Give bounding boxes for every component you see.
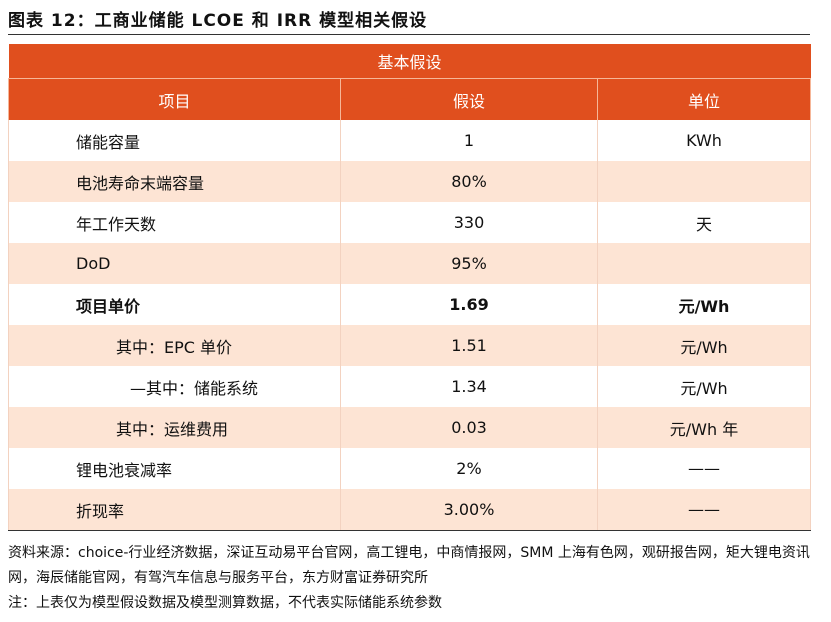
value-cell: 1.69 [340, 284, 598, 325]
column-header: 项目 [8, 78, 341, 120]
item-cell: 储能容量 [8, 120, 341, 161]
table-row: 电池寿命末端容量 80% [8, 161, 812, 202]
item-cell: 年工作天数 [8, 202, 341, 243]
item-cell: —其中：储能系统 [8, 366, 341, 407]
title: 图表 12：工商业储能 LCOE 和 IRR 模型相关假设 [8, 11, 428, 31]
unit-cell [596, 161, 812, 202]
column-header: 单位 [596, 78, 812, 120]
value-cell: 330 [340, 202, 598, 243]
table-row: 其中：EPC 单价 1.51 元/Wh [8, 325, 812, 366]
value-cell: 2% [340, 448, 598, 489]
unit-cell: 元/Wh 年 [596, 407, 812, 448]
item-cell: 电池寿命末端容量 [8, 161, 341, 202]
note: 注：上表仅为模型假设数据及模型测算数据，不代表实际储能系统参数 [8, 595, 442, 611]
table-row: 折现率 3.00% —— [8, 489, 812, 531]
table-row: 其中：运维费用 0.03 元/Wh 年 [8, 407, 812, 448]
table-body: 基本假设 项目 假设 单位 储能容量 1 KWh 电池寿命末端容量 80% 年工作天数 330 天… [8, 44, 812, 531]
item-cell: 折现率 [8, 489, 341, 531]
unit-cell: —— [596, 489, 812, 531]
unit-cell: 天 [596, 202, 812, 243]
note: 资料来源：choice-行业经济数据，深证互动易平台官网，高工锂电，中商情报网，… [8, 545, 810, 586]
value-cell: 95% [340, 243, 598, 284]
value-cell: 0.03 [340, 407, 598, 448]
header-row: 项目 假设 单位 [8, 78, 812, 120]
item-cell: 其中：运维费用 [8, 407, 341, 448]
notes: 资料来源：choice-行业经济数据，深证互动易平台官网，高工锂电，中商情报网，… [8, 541, 810, 616]
caption: 基本假设 [8, 44, 811, 79]
unit-cell: 元/Wh [596, 284, 812, 325]
unit-cell: 元/Wh [596, 325, 812, 366]
item-cell: 项目单价 [8, 284, 341, 325]
value-cell: 1.51 [340, 325, 598, 366]
table-row: DoD 95% [8, 243, 812, 284]
value-cell: 3.00% [340, 489, 598, 531]
unit-cell: KWh [596, 120, 812, 161]
item-cell: 锂电池衰减率 [8, 448, 341, 489]
unit-cell [596, 243, 812, 284]
assumption-table: 基本假设 项目 假设 单位 储能容量 1 KWh 电池寿命末端容量 80% 年工作天数 330 天… [8, 44, 812, 531]
table-row: —其中：储能系统 1.34 元/Wh [8, 366, 812, 407]
title-rule [8, 34, 810, 35]
caption-row: 基本假设 [8, 44, 811, 79]
item-cell: DoD [8, 243, 341, 284]
table-row: 年工作天数 330 天 [8, 202, 812, 243]
unit-cell: —— [596, 448, 812, 489]
column-header: 假设 [340, 78, 598, 120]
table-row: 项目单价 1.69 元/Wh [8, 284, 812, 325]
table-row: 锂电池衰减率 2% —— [8, 448, 812, 489]
value-cell: 1 [340, 120, 598, 161]
value-cell: 80% [340, 161, 598, 202]
value-cell: 1.34 [340, 366, 598, 407]
item-cell: 其中：EPC 单价 [8, 325, 341, 366]
table-row: 储能容量 1 KWh [8, 120, 812, 161]
unit-cell: 元/Wh [596, 366, 812, 407]
